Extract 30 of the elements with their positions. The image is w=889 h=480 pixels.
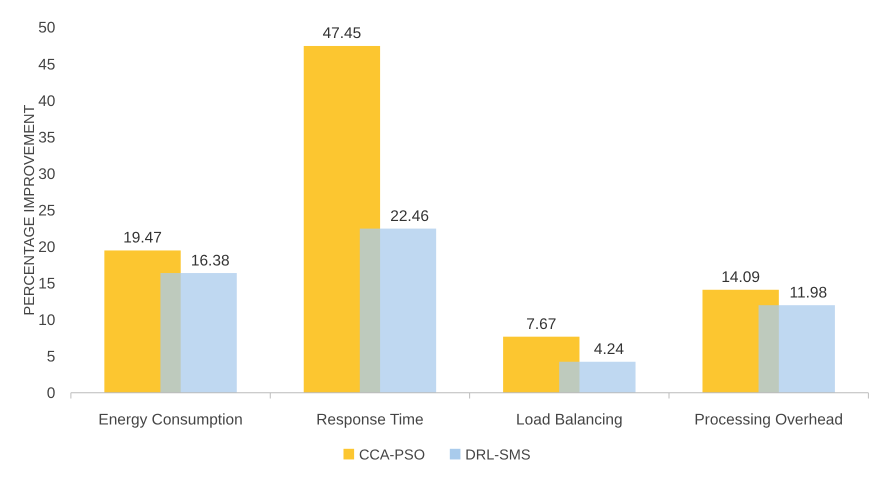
legend-label: CCA-PSO <box>358 448 426 464</box>
x-tick-label: Processing Overhead <box>694 412 843 429</box>
y-tick-label: 40 <box>38 92 56 110</box>
data-label: 14.09 <box>721 269 760 286</box>
data-label: 4.24 <box>594 341 624 358</box>
data-label: 16.38 <box>190 252 230 270</box>
y-tick-label: 45 <box>38 56 56 74</box>
x-tick-label: Load Balancing <box>516 412 623 429</box>
legend-label: DRL-SMS <box>465 448 531 464</box>
y-tick-label: 25 <box>38 202 56 220</box>
data-label: 22.46 <box>390 208 429 225</box>
bar <box>360 228 436 393</box>
y-tick-label: 10 <box>38 312 56 330</box>
y-tick-label: 50 <box>38 20 56 37</box>
bar <box>559 362 636 393</box>
y-tick-label: 0 <box>46 385 56 402</box>
data-label: 7.67 <box>526 316 556 333</box>
bar <box>758 305 835 393</box>
y-tick-label: 15 <box>38 276 56 293</box>
y-tick-label: 35 <box>38 129 56 146</box>
y-axis-title: PERCENTAGE IMPROVEMENT <box>22 104 38 316</box>
bar <box>160 273 237 393</box>
y-tick-label: 20 <box>38 238 56 256</box>
x-tick-label: Energy Consumption <box>98 412 243 429</box>
y-tick-label: 30 <box>38 166 56 183</box>
data-label: 19.47 <box>123 230 162 247</box>
x-tick-label: Response Time <box>316 412 424 429</box>
data-label: 47.45 <box>322 25 362 42</box>
y-tick-label: 5 <box>46 348 56 366</box>
data-label: 11.98 <box>790 284 828 302</box>
